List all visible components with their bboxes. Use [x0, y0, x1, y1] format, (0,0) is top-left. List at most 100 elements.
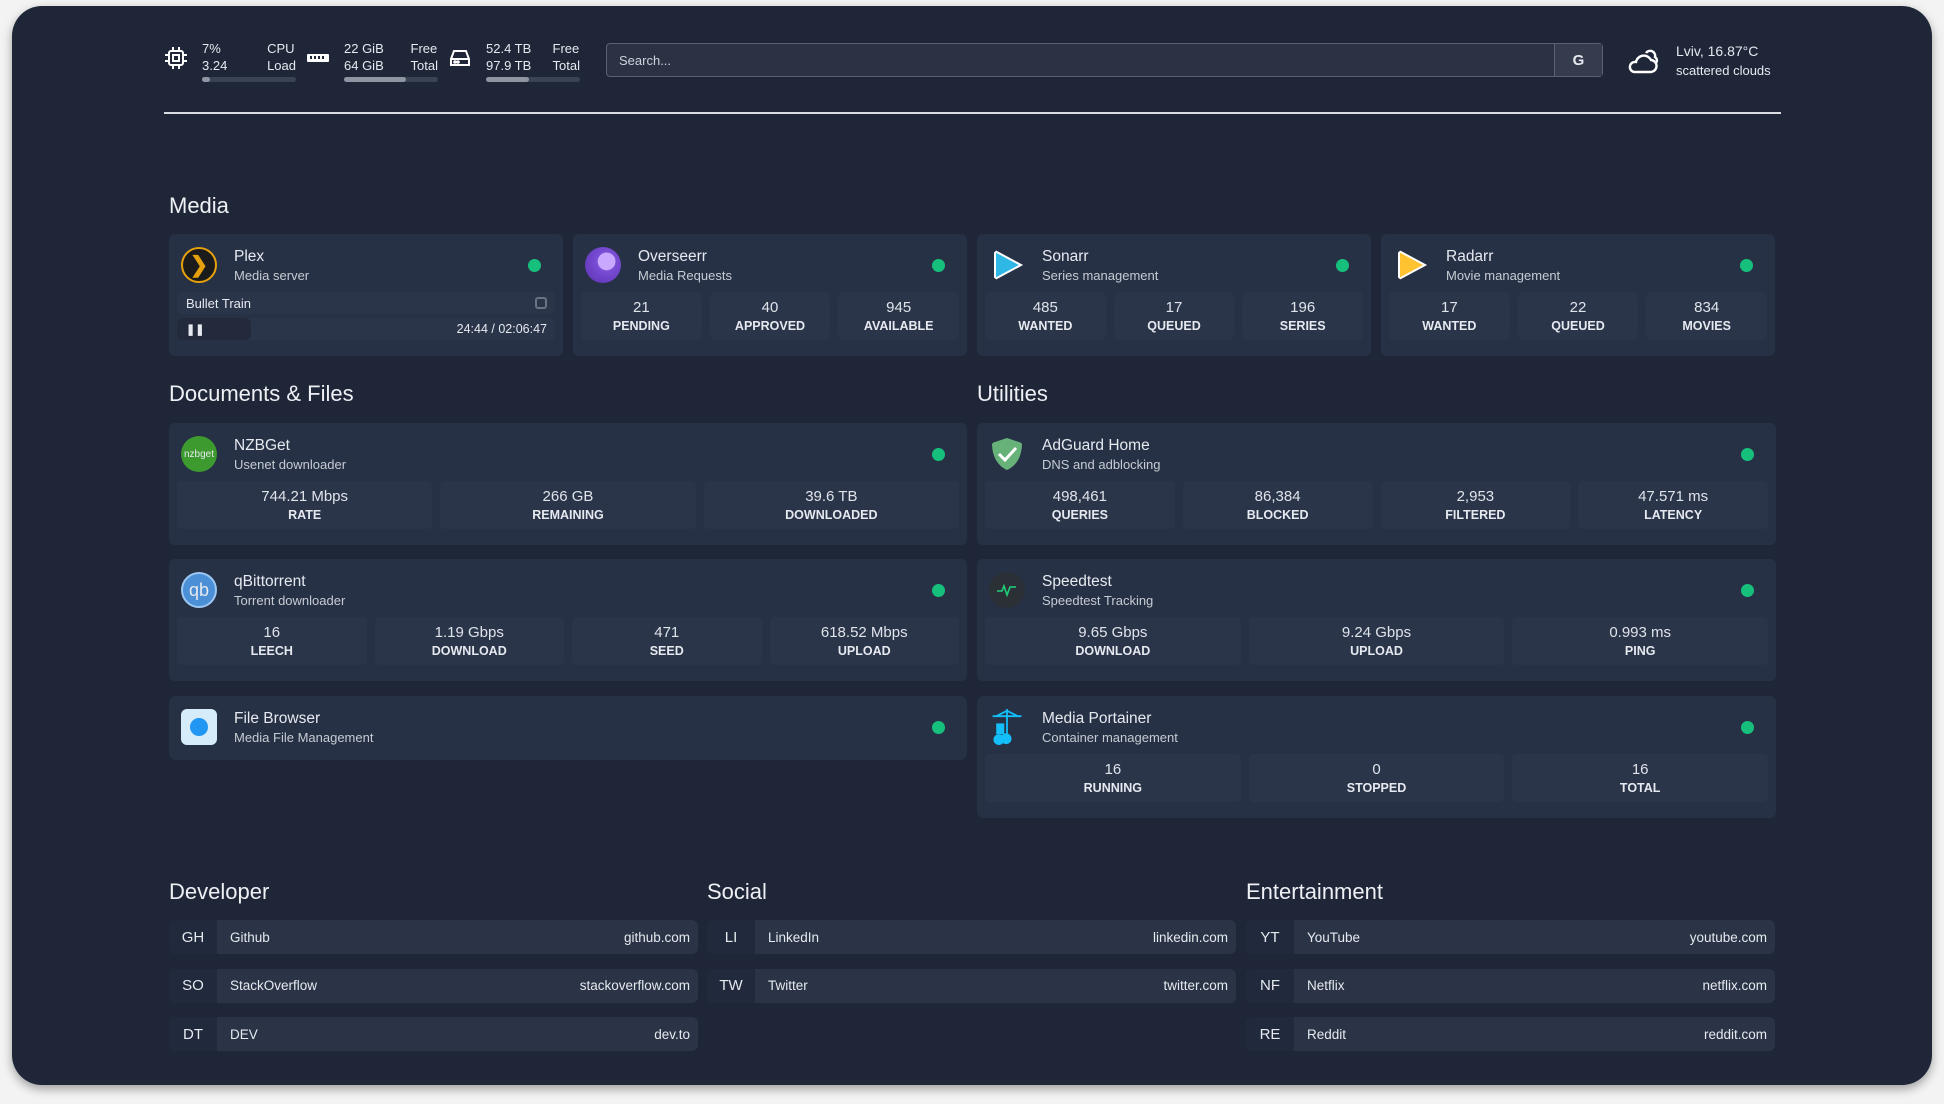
service-card-file-browser[interactable]: File Browser Media File Management [169, 696, 967, 760]
search-input[interactable] [607, 44, 1554, 76]
bookmark-abbr: RE [1246, 1017, 1294, 1051]
service-card-speedtest[interactable]: Speedtest Speedtest Tracking 9.65 Gbps DOWN… [977, 559, 1776, 681]
bookmark-abbr: LI [707, 920, 755, 954]
stats-row: 9.65 Gbps DOWNLOAD 9.24 Gbps UPLOAD 0.993 ms… [977, 617, 1776, 665]
free-label: Free [410, 41, 438, 56]
bookmark-name: YouTube [1307, 929, 1361, 945]
total-label: Total [410, 58, 438, 73]
service-description: Media server [234, 268, 310, 283]
bookmark-url: twitter.com [1163, 978, 1228, 993]
stat-download: 9.65 Gbps DOWNLOAD [985, 617, 1241, 665]
now-playing-title: Bullet Train [186, 295, 252, 311]
weather-widget: Lviv, 16.87°C scattered clouds [1626, 42, 1771, 80]
section-title-utilities: Utilities [977, 381, 1048, 406]
overseerr-icon [585, 247, 621, 283]
service-name: Overseerr [638, 248, 707, 265]
disk-free: 52.4 TB [486, 41, 532, 56]
top-bar: 7% 3.24 CPU Load 22 GiB 64 GiB Free Total 52.4… [164, 40, 1781, 84]
stat-label: LEECH [250, 644, 293, 658]
stat-label: WANTED [1422, 319, 1477, 333]
bookmark-name: StackOverflow [230, 978, 318, 993]
service-card-radarr[interactable]: Radarr Movie management 17 WANTED 22 QUEUED 83… [1381, 234, 1775, 356]
stat-total: 16 TOTAL [1512, 754, 1769, 802]
file-browser-icon [181, 709, 217, 745]
speedtest-icon [989, 572, 1025, 608]
service-name: NZBGet [234, 437, 290, 454]
service-description: Speedtest Tracking [1042, 593, 1154, 608]
service-card-sonarr[interactable]: Sonarr Series management 485 WANTED 17 QUEUED… [977, 234, 1371, 356]
stat-value: 39.6 TB [805, 488, 858, 505]
playback-progress: ❚❚ 24:44 / 02:06:47 [177, 318, 555, 340]
cpu-usage: 7% [202, 41, 221, 56]
service-card-media-portainer[interactable]: Media Portainer Container management 16 RUN… [977, 696, 1776, 818]
disk-icon [450, 50, 470, 66]
qbittorrent-icon: qb [181, 572, 217, 608]
stat-value: 21 [632, 299, 650, 316]
service-card-nzbget[interactable]: nzbget NZBGet Usenet downloader 744.21 Mbps… [169, 423, 967, 545]
service-description: Torrent downloader [234, 593, 346, 608]
service-card-adguard-home[interactable]: AdGuard Home DNS and adblocking 498,461 QUE… [977, 423, 1776, 545]
memory-bar [344, 77, 438, 82]
service-description: Media File Management [234, 730, 374, 745]
disk-widget: 52.4 TB 97.9 TB Free Total [448, 40, 580, 82]
stat-label: SERIES [1279, 319, 1326, 333]
bookmark-netflix[interactable]: NF Netflix netflix.com [1246, 968, 1775, 1003]
bookmark-github[interactable]: GH Github github.com [169, 920, 698, 954]
stat-seed: 471 SEED [572, 617, 762, 665]
service-description: Movie management [1446, 268, 1561, 283]
stat-label: PENDING [612, 319, 670, 333]
stat-available: 945 AVAILABLE [838, 292, 960, 340]
stat-value: 471 [654, 624, 680, 641]
service-description: Series management [1042, 268, 1159, 283]
stat-value: 2,953 [1456, 488, 1495, 505]
stat-label: SEED [649, 644, 684, 658]
bookmark-name: DEV [230, 1026, 258, 1042]
now-playing: Bullet Train [177, 292, 555, 314]
service-card-plex[interactable]: ❯ Plex Media server Bullet Train ❚❚ 24:4… [169, 234, 563, 356]
search-provider-button[interactable]: G [1554, 44, 1602, 76]
stat-movies: 834 MOVIES [1646, 292, 1768, 340]
bookmark-stackoverflow[interactable]: SO StackOverflow stackoverflow.com [169, 968, 698, 1003]
bookmark-name: Twitter [768, 978, 808, 993]
stat-wanted: 485 WANTED [985, 292, 1106, 340]
bookmark-linkedin[interactable]: LI LinkedIn linkedin.com [707, 920, 1236, 954]
pause-icon[interactable]: ❚❚ [186, 323, 205, 336]
section-title-entertainment: Entertainment [1246, 879, 1383, 904]
bookmark-youtube[interactable]: YT YouTube youtube.com [1246, 920, 1775, 954]
stat-remaining: 266 GB REMAINING [440, 481, 696, 529]
service-name: qBittorrent [234, 573, 306, 590]
stat-value: 86,384 [1254, 488, 1301, 505]
stat-value: 485 [1032, 299, 1058, 316]
stat-label: STOPPED [1346, 781, 1407, 795]
section-title-developer: Developer [169, 879, 270, 904]
stat-label: DOWNLOAD [431, 644, 507, 658]
stat-value: 834 [1694, 299, 1720, 316]
disk-bar [486, 77, 580, 82]
service-description: Media Requests [638, 268, 732, 283]
cpu-bar [202, 77, 296, 82]
status-dot [528, 259, 541, 272]
memory-free: 22 GiB [344, 41, 384, 56]
status-dot [1741, 584, 1754, 597]
stat-upload: 618.52 Mbps UPLOAD [769, 617, 959, 665]
memory-widget: 22 GiB 64 GiB Free Total [306, 40, 438, 82]
bookmark-dev[interactable]: DT DEV dev.to [169, 1017, 698, 1051]
stat-value: 17 [1165, 299, 1183, 316]
service-card-qbittorrent[interactable]: qb qBittorrent Torrent downloader 16 LEECH 1.… [169, 559, 967, 681]
stat-value: 16 [1104, 761, 1122, 778]
cpu-load: 3.24 [202, 58, 228, 73]
stat-value: 498,461 [1052, 488, 1107, 505]
stat-downloaded: 39.6 TB DOWNLOADED [703, 481, 959, 529]
stat-wanted: 17 WANTED [1389, 292, 1510, 340]
service-card-overseerr[interactable]: Overseerr Media Requests 21 PENDING 40 APPROV… [573, 234, 967, 356]
stat-label: TOTAL [1619, 781, 1661, 795]
bookmark-reddit[interactable]: RE Reddit reddit.com [1246, 1017, 1775, 1051]
status-dot [932, 448, 945, 461]
service-name: Sonarr [1042, 248, 1089, 265]
stat-queued: 22 QUEUED [1517, 292, 1639, 340]
bookmark-url: dev.to [654, 1026, 690, 1042]
stat-value: 16 [263, 624, 281, 641]
cloud-icon [1628, 49, 1659, 74]
stat-series: 196 SERIES [1242, 292, 1364, 340]
bookmark-twitter[interactable]: TW Twitter twitter.com [707, 968, 1236, 1003]
